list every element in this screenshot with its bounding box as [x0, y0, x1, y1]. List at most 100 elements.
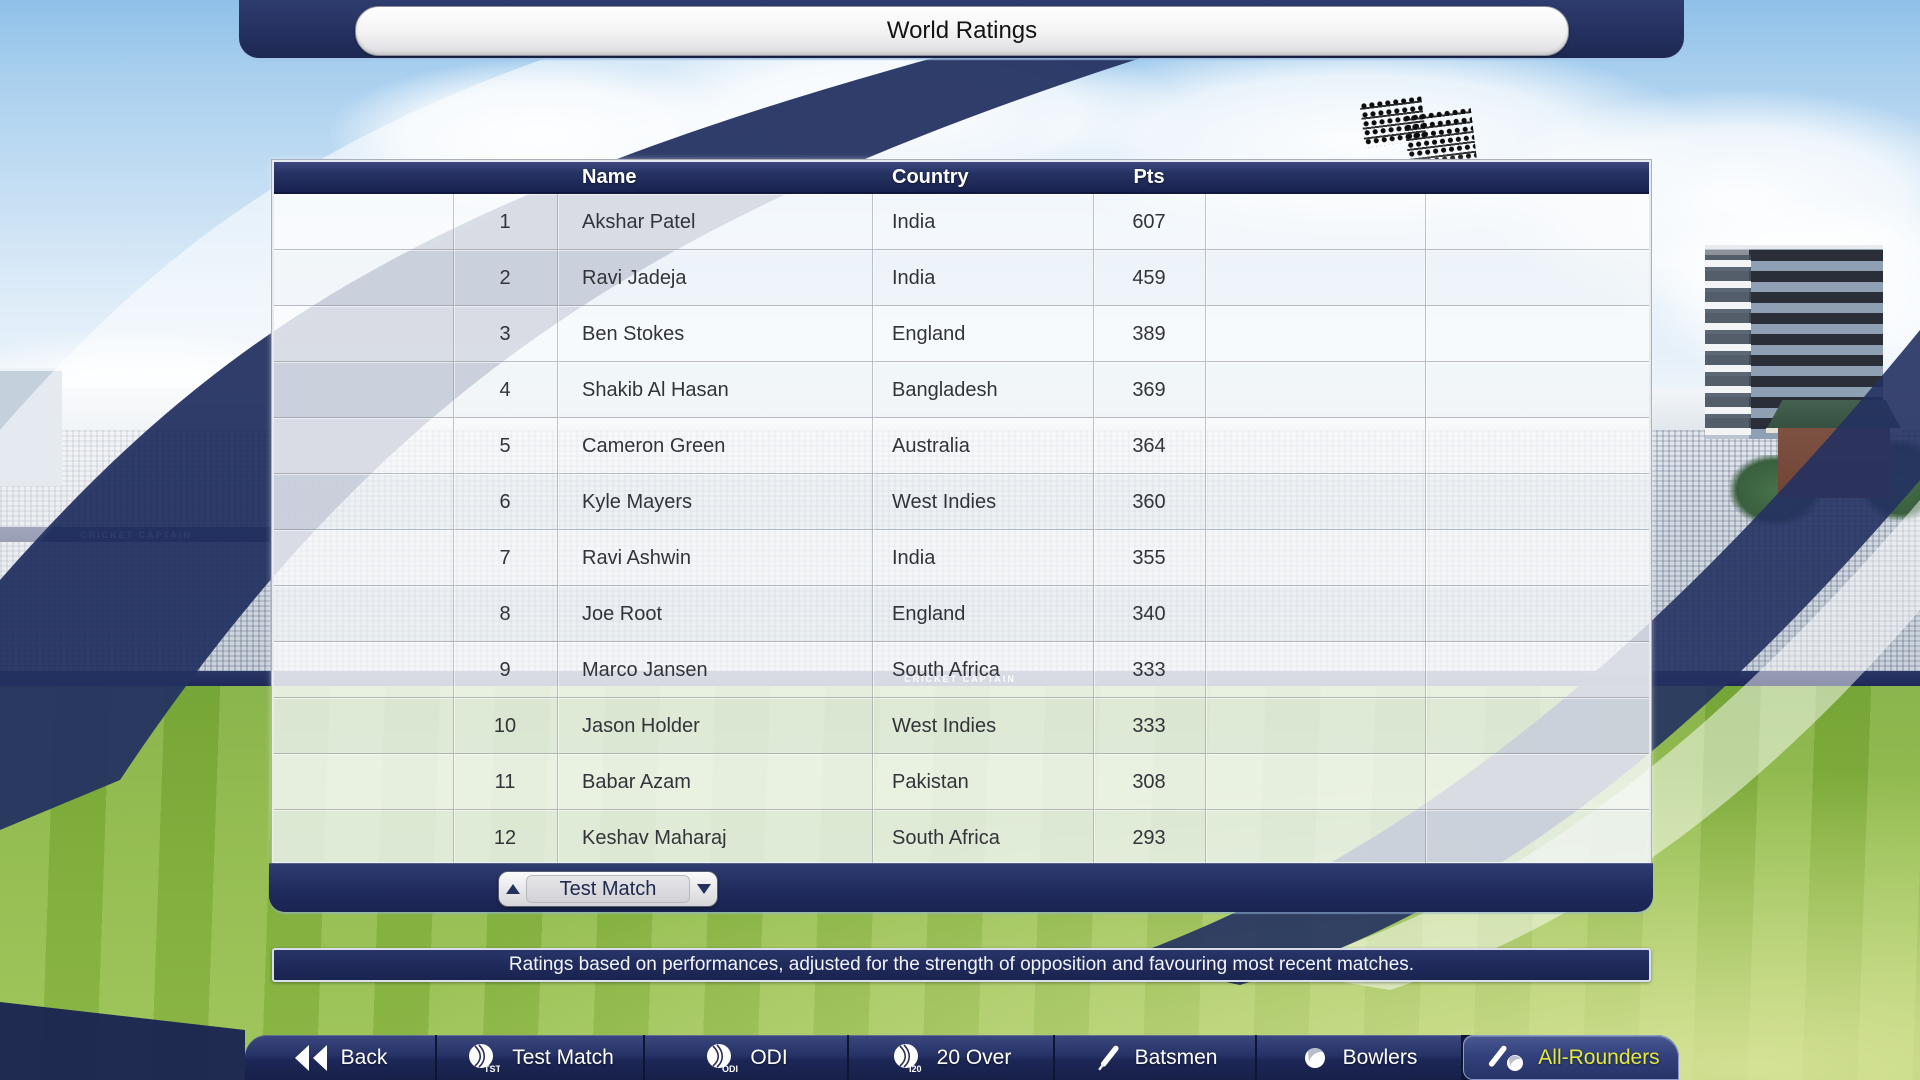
- country-cell: Bangladesh: [892, 379, 998, 401]
- pts-cell: 333: [1132, 715, 1166, 737]
- pts-cell: 369: [1132, 379, 1166, 401]
- dropdown-up-arrow-icon[interactable]: [499, 872, 526, 906]
- country-cell: India: [892, 267, 936, 289]
- rank-cell: 5: [499, 435, 511, 457]
- nav-button-label: Bowlers: [1342, 1045, 1418, 1069]
- back-icon: [293, 1044, 329, 1071]
- name-cell: Akshar Patel: [582, 211, 696, 233]
- column-divider: [453, 194, 454, 866]
- pts-cell: 355: [1132, 547, 1166, 569]
- rank-cell: 11: [494, 771, 516, 793]
- bat-ball-icon: [1482, 1042, 1526, 1074]
- rank-cell: 7: [499, 547, 511, 569]
- column-divider: [1093, 194, 1094, 866]
- country-cell: South Africa: [892, 659, 1000, 681]
- rank-cell: 4: [499, 379, 511, 401]
- name-cell: Shakib Al Hasan: [582, 379, 729, 401]
- pts-cell: 607: [1132, 211, 1166, 233]
- cricket-ball-icon: ODI: [704, 1042, 738, 1074]
- match-type-dropdown[interactable]: Test Match: [498, 871, 718, 907]
- name-cell: Joe Root: [582, 603, 663, 625]
- table-row[interactable]: 6 Kyle Mayers West Indies 360: [274, 474, 1649, 530]
- nav-button-label: 20 Over: [936, 1045, 1012, 1069]
- name-cell: Keshav Maharaj: [582, 827, 727, 849]
- nav-button-label: Test Match: [512, 1045, 614, 1069]
- svg-text:I20: I20: [909, 1064, 922, 1074]
- svg-text:TST: TST: [484, 1064, 500, 1074]
- column-divider: [557, 194, 558, 866]
- svg-text:ODI: ODI: [722, 1064, 738, 1074]
- dropdown-selected-value: Test Match: [559, 877, 657, 900]
- rank-cell: 3: [499, 323, 511, 345]
- nav-button-batsmen[interactable]: Batsmen: [1055, 1035, 1255, 1080]
- ball-icon: [1301, 1043, 1331, 1073]
- table-row[interactable]: 3 Ben Stokes England 389: [274, 306, 1649, 362]
- tower-balconies: [1705, 255, 1751, 435]
- nav-button-test-match[interactable]: TST Test Match: [437, 1035, 643, 1080]
- dropdown-value-area[interactable]: Test Match: [526, 875, 690, 903]
- info-bar: Ratings based on performances, adjusted …: [272, 948, 1651, 982]
- country-cell: England: [892, 603, 966, 625]
- name-cell: Cameron Green: [582, 435, 726, 457]
- country-cell: West Indies: [892, 491, 997, 513]
- info-bar-text: Ratings based on performances, adjusted …: [508, 954, 1415, 975]
- table-row[interactable]: 9 Marco Jansen South Africa 333: [274, 642, 1649, 698]
- nav-button-bowlers[interactable]: Bowlers: [1257, 1035, 1461, 1080]
- cricket-ball-icon: TST: [466, 1042, 500, 1074]
- table-body: 1 Akshar Patel India 607 2 Ravi Jadeja India 45…: [274, 194, 1649, 866]
- header-name: Name: [582, 166, 637, 188]
- table-row[interactable]: 4 Shakib Al Hasan Bangladesh 369: [274, 362, 1649, 418]
- rank-cell: 10: [493, 715, 517, 737]
- title-pill: World Ratings: [355, 6, 1569, 56]
- name-cell: Ben Stokes: [582, 323, 685, 345]
- table-row[interactable]: 10 Jason Holder West Indies 333: [274, 698, 1649, 754]
- name-cell: Ravi Ashwin: [582, 547, 691, 569]
- country-cell: Australia: [892, 435, 970, 457]
- country-cell: South Africa: [892, 827, 1000, 849]
- bat-icon: [1093, 1042, 1123, 1074]
- header-country: Country: [892, 166, 969, 188]
- table-row[interactable]: 5 Cameron Green Australia 364: [274, 418, 1649, 474]
- table-row[interactable]: 2 Ravi Jadeja India 459: [274, 250, 1649, 306]
- nav-button-odi[interactable]: ODI ODI: [645, 1035, 847, 1080]
- nav-button-all-rounders[interactable]: All-Rounders: [1463, 1035, 1679, 1080]
- page-title: World Ratings: [886, 17, 1038, 44]
- bottom-nav-bar: Back TST Test Match ODI ODI I20 20 Over Batsmen…: [245, 1035, 1679, 1080]
- nav-button-label: Batsmen: [1134, 1045, 1218, 1069]
- pts-cell: 333: [1132, 659, 1166, 681]
- rank-cell: 8: [499, 603, 511, 625]
- title-bar: World Ratings: [239, 0, 1684, 58]
- rank-cell: 12: [493, 827, 517, 849]
- rank-cell: 6: [499, 491, 511, 513]
- nav-button-back[interactable]: Back: [245, 1035, 435, 1080]
- country-cell: Pakistan: [892, 771, 969, 793]
- dropdown-down-arrow-icon[interactable]: [690, 872, 717, 906]
- pts-cell: 360: [1132, 491, 1166, 513]
- column-divider: [872, 194, 873, 866]
- name-cell: Babar Azam: [582, 771, 691, 793]
- rank-cell: 2: [499, 267, 511, 289]
- nav-button-label: ODI: [750, 1045, 788, 1069]
- rank-cell: 9: [499, 659, 511, 681]
- country-cell: West Indies: [892, 715, 997, 737]
- column-divider: [1205, 194, 1206, 866]
- dropdown-bar: Test Match: [269, 863, 1653, 912]
- nav-button-20-over[interactable]: I20 20 Over: [849, 1035, 1053, 1080]
- cricket-ball-icon: I20: [891, 1042, 925, 1074]
- nav-button-label: Back: [340, 1045, 388, 1069]
- header-pts: Pts: [1133, 166, 1165, 188]
- table-row[interactable]: 8 Joe Root England 340: [274, 586, 1649, 642]
- nav-button-label: All-Rounders: [1538, 1045, 1660, 1069]
- pts-cell: 293: [1132, 827, 1166, 849]
- table-row[interactable]: 1 Akshar Patel India 607: [274, 194, 1649, 250]
- name-cell: Kyle Mayers: [582, 491, 693, 513]
- name-cell: Jason Holder: [582, 715, 700, 737]
- ratings-table: Name Country Pts 1 Akshar Patel India 607 2 R…: [272, 160, 1651, 866]
- pts-cell: 364: [1132, 435, 1166, 457]
- table-row[interactable]: 12 Keshav Maharaj South Africa 293: [274, 810, 1649, 866]
- table-row[interactable]: 7 Ravi Ashwin India 355: [274, 530, 1649, 586]
- pts-cell: 459: [1132, 267, 1166, 289]
- country-cell: India: [892, 547, 936, 569]
- column-divider: [1425, 194, 1426, 866]
- table-row[interactable]: 11 Babar Azam Pakistan 308: [274, 754, 1649, 810]
